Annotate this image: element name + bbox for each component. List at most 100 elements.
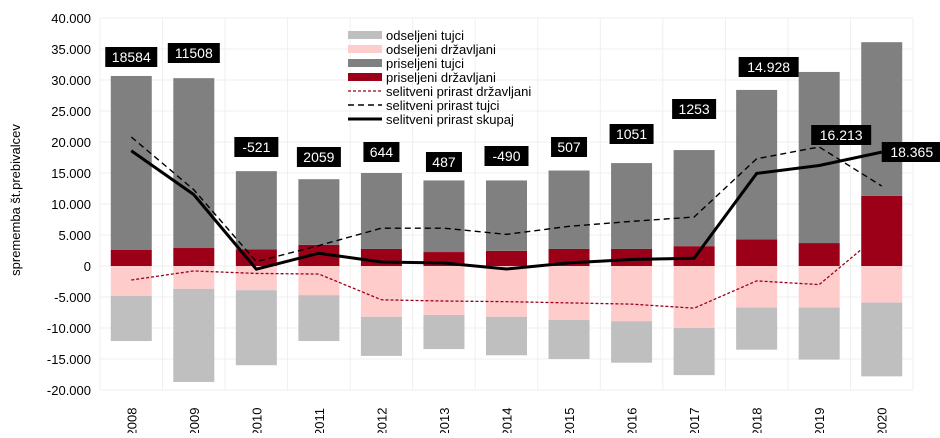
bar-priseljeni-tujci <box>360 173 402 249</box>
legend-label: odseljeni državljani <box>386 42 496 57</box>
y-axis-title: sprememba št.prebivalcev <box>8 124 23 276</box>
data-labels: 18584 11508 -521 2059 644 487 -490 507 1051 1253 1… <box>105 43 940 172</box>
bar-odseljeni-drzavljani <box>673 266 715 328</box>
y-tick-label: 40.000 <box>51 11 91 26</box>
bar-odseljeni-drzavljani <box>798 266 840 308</box>
x-tick-label: 2011 <box>312 408 327 433</box>
data-label: 1051 <box>616 126 647 142</box>
data-label-box <box>296 147 341 167</box>
line-selitveni-prirast-tujci <box>130 136 883 263</box>
bar-odseljeni-drzavljani <box>360 266 402 317</box>
x-tick-label: 2010 <box>249 408 264 433</box>
bar-odseljeni-drzavljani <box>298 266 340 296</box>
bar-priseljeni-drzavljani <box>486 250 527 266</box>
lines <box>130 136 883 309</box>
legend-label: selitveni prirast tujci <box>386 98 500 113</box>
y-tick-label: -5.000 <box>54 290 91 305</box>
legend-label: selitveni prirast državljani <box>386 84 531 99</box>
bar-priseljeni-drzavljani <box>173 248 215 266</box>
y-tick-label: -15.000 <box>47 352 91 367</box>
data-label-box <box>881 142 940 162</box>
y-tick-label: -10.000 <box>47 321 91 336</box>
data-label: 487 <box>432 154 456 170</box>
data-label: 14.928 <box>747 59 790 75</box>
x-axis: 2008 2009 2010 2011 2012 2013 2014 2015 2016 2017… <box>124 408 889 437</box>
bar-odseljeni-tujci <box>798 307 840 360</box>
legend-label: priseljeni državljani <box>386 70 496 85</box>
bar-odseljeni-drzavljani <box>110 266 152 297</box>
bar-priseljeni-drzavljani <box>110 250 152 266</box>
data-label-box <box>105 47 158 67</box>
x-tick-label: 2015 <box>562 408 577 433</box>
bar-odseljeni-drzavljani <box>423 266 465 315</box>
bar-priseljeni-tujci <box>298 179 340 245</box>
x-tick-label: 2008 <box>124 408 139 433</box>
bar-odseljeni-tujci <box>736 307 778 350</box>
bar-odseljeni-tujci <box>486 316 527 356</box>
bar-priseljeni-tujci <box>110 75 152 251</box>
bar-odseljeni-tujci <box>110 296 152 342</box>
y-tick-label: 35.000 <box>51 42 91 57</box>
bar-odseljeni-tujci <box>548 319 590 359</box>
y-tick-label: -20.000 <box>47 383 91 398</box>
x-tick-label: 2009 <box>187 408 202 433</box>
bars <box>110 42 903 382</box>
y-tick-label: 5.000 <box>58 228 91 243</box>
line-selitveni-prirast-skupaj <box>130 149 883 271</box>
bar-priseljeni-drzavljani <box>736 239 778 266</box>
legend-label: priseljeni tujci <box>386 56 464 71</box>
bar-priseljeni-tujci <box>611 163 653 249</box>
bar-odseljeni-drzavljani <box>548 266 590 320</box>
data-label: 644 <box>370 144 394 160</box>
y-tick-label: 10.000 <box>51 197 91 212</box>
data-label-box <box>234 137 279 157</box>
bar-priseljeni-drzavljani <box>861 195 903 266</box>
data-label: 2059 <box>303 149 334 165</box>
bar-odseljeni-drzavljani <box>173 266 215 289</box>
y-tick-label: 0 <box>84 259 91 274</box>
bar-priseljeni-tujci <box>798 71 840 244</box>
bar-priseljeni-tujci <box>423 180 465 253</box>
x-tick-label: 2019 <box>812 408 827 433</box>
legend-label: selitveni prirast skupaj <box>386 112 514 127</box>
bar-odseljeni-drzavljani <box>861 266 903 303</box>
bar-priseljeni-drzavljani <box>611 248 653 266</box>
bar-priseljeni-drzavljani <box>235 249 277 266</box>
data-label-box <box>425 152 462 172</box>
bar-priseljeni-tujci <box>486 180 527 251</box>
bar-priseljeni-tujci <box>736 89 778 240</box>
bar-priseljeni-tujci <box>173 78 215 249</box>
bar-odseljeni-tujci <box>611 321 653 363</box>
data-label: 18584 <box>112 49 151 65</box>
bar-odseljeni-tujci <box>861 302 903 377</box>
x-tick-label: 2012 <box>374 408 389 433</box>
data-label: -490 <box>492 148 520 164</box>
data-label: 18.365 <box>890 144 933 160</box>
bar-priseljeni-tujci <box>673 150 715 247</box>
data-label: 16.213 <box>820 127 863 143</box>
legend-swatch <box>348 73 382 81</box>
legend-swatch <box>348 45 382 53</box>
data-label-box <box>167 43 220 63</box>
bar-priseljeni-tujci <box>235 171 277 250</box>
data-label-box <box>811 125 872 145</box>
y-tick-label: 25.000 <box>51 104 91 119</box>
data-label: 11508 <box>175 45 213 61</box>
legend-swatch <box>348 59 382 67</box>
x-tick-label: 2013 <box>437 408 452 433</box>
line-selitveni-prirast-drzavljani <box>131 232 883 309</box>
data-label-box <box>738 57 799 77</box>
bar-odseljeni-tujci <box>235 290 277 366</box>
bar-priseljeni-drzavljani <box>298 244 340 266</box>
data-label: -521 <box>242 139 270 155</box>
y-tick-label: 30.000 <box>51 73 91 88</box>
bar-odseljeni-drzavljani <box>486 266 527 317</box>
y-axis: 40.000 35.000 30.000 25.000 20.000 15.000 10.0… <box>47 11 91 398</box>
bar-odseljeni-drzavljani <box>611 266 653 322</box>
legend-label: odseljeni tujci <box>386 28 464 43</box>
data-label-box <box>609 124 654 144</box>
bar-odseljeni-tujci <box>423 314 465 350</box>
y-tick-label: 15.000 <box>51 166 91 181</box>
data-label: 1253 <box>679 101 710 117</box>
